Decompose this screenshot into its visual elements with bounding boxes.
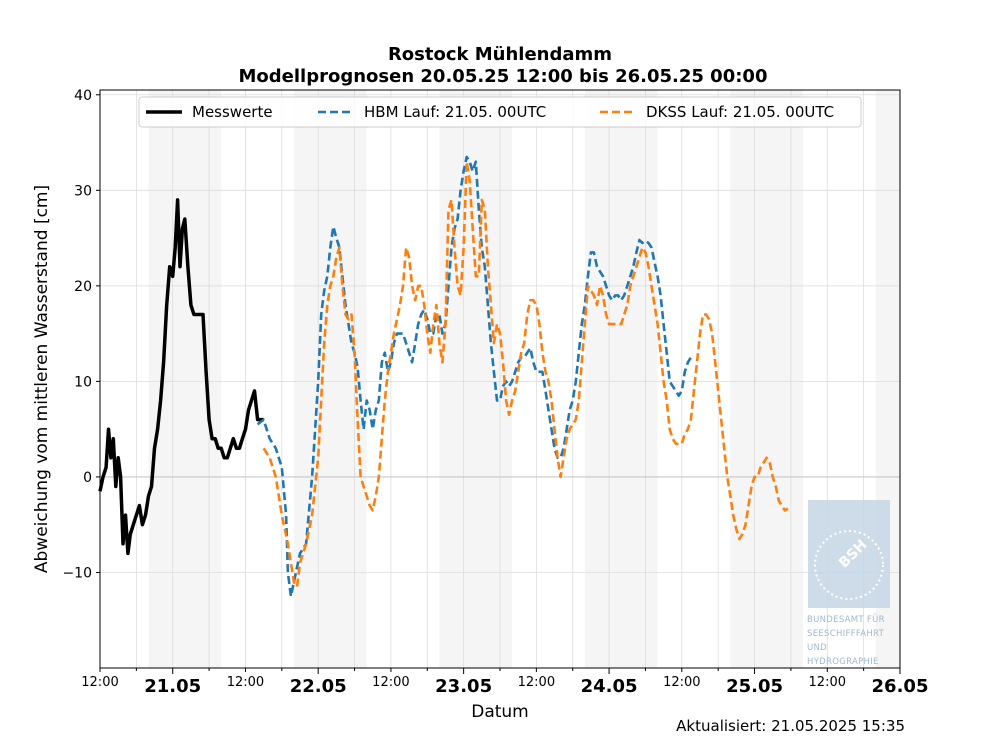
night-band-2 — [439, 90, 513, 668]
series-line-0 — [98, 198, 264, 556]
night-band-3 — [584, 90, 658, 668]
legend-box — [138, 96, 862, 128]
y-tick-label: 20 — [74, 279, 92, 295]
night-band-4 — [730, 90, 804, 668]
x-tick-label-major: 22.05 — [290, 676, 347, 697]
y-axis-label: Abweichung vom mittleren Wasserstand [cm… — [32, 185, 52, 573]
x-tick-label-minor: 12:00 — [81, 675, 118, 690]
bsh-logo-text: HYDROGRAPHIE — [807, 657, 879, 667]
y-tick-label: 10 — [74, 374, 92, 390]
bsh-logo-text: SEESCHIFFFAHRT — [807, 629, 885, 639]
chart-subtitle: Modellprognosen 20.05.25 12:00 bis 26.05… — [239, 66, 768, 87]
x-tick-label-major: 21.05 — [144, 676, 201, 697]
chart-title: Rostock Mühlendamm — [388, 44, 612, 65]
series-layer — [98, 155, 900, 598]
night-bands — [148, 90, 900, 668]
x-tick-label-major: 26.05 — [872, 676, 929, 697]
x-tick-label-major: 24.05 — [581, 676, 638, 697]
bsh-logo-box — [808, 500, 890, 608]
x-ticks: 21.05 22.05 23.05 24.05 25.05 26.05 12:00 12:00… — [81, 668, 928, 697]
y-tick-label: −10 — [62, 565, 92, 581]
legend-label-1: HBM Lauf: 21.05. 00UTC — [364, 103, 546, 121]
x-tick-label-minor: 12:00 — [518, 675, 555, 690]
night-band-0 — [148, 90, 222, 668]
bsh-logo-ring — [814, 530, 884, 600]
bsh-logo-text: BUNDESAMT FÜR — [807, 614, 885, 625]
updated-timestamp: Aktualisiert: 21.05.2025 15:35 — [676, 717, 905, 735]
x-tick-label-minor: 12:00 — [809, 675, 846, 690]
x-axis-label: Datum — [471, 702, 529, 722]
x-tick-label-major: 25.05 — [726, 676, 783, 697]
y-tick-label: 30 — [74, 183, 92, 199]
x-tick-label-minor: 12:00 — [372, 675, 409, 690]
bsh-logo-text: UND — [807, 643, 827, 653]
legend-label-0: Messwerte — [192, 103, 273, 121]
y-ticks: −10 0 10 20 30 40 — [62, 88, 100, 581]
series-line-1 — [256, 155, 693, 598]
series-line-2 — [262, 160, 789, 589]
x-tick-label-minor: 12:00 — [227, 675, 264, 690]
x-tick-label-major: 23.05 — [435, 676, 492, 697]
legend: Messwerte HBM Lauf: 21.05. 00UTC DKSS Lauf… — [138, 96, 862, 128]
legend-label-2: DKSS Lauf: 21.05. 00UTC — [646, 103, 834, 121]
x-tick-label-minor: 12:00 — [663, 675, 700, 690]
y-tick-label: 0 — [83, 470, 92, 486]
y-tick-label: 40 — [74, 88, 92, 104]
